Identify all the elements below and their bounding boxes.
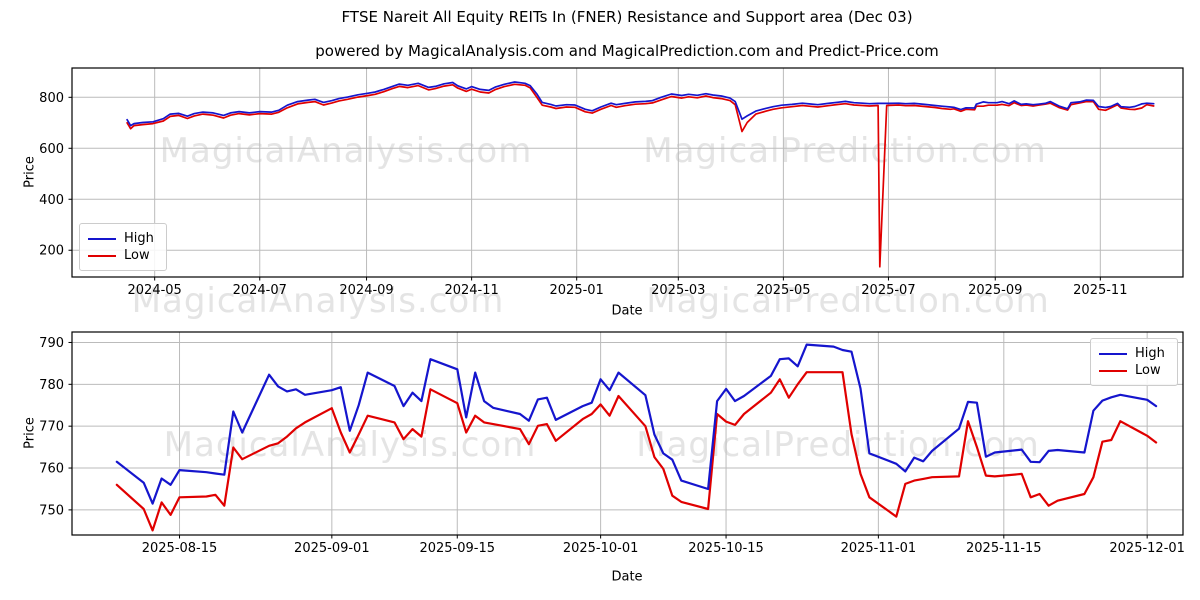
x-tick-label: 2025-09-15 — [419, 541, 495, 556]
high-line — [126, 81, 1155, 127]
x-tick-label: 2025-10-15 — [688, 541, 764, 556]
legend-high-label: High — [124, 231, 154, 246]
legend-entry-low: Low — [1099, 362, 1169, 379]
top-chart-legend: High Low — [79, 223, 167, 271]
chart-title: FTSE Nareit All Equity REITs In (FNER) R… — [341, 8, 913, 26]
x-tick-label: 2025-11 — [1073, 283, 1127, 298]
x-tick-label: 2025-08-15 — [142, 541, 218, 556]
high-line — [115, 343, 1158, 505]
watermark-text: MagicalPrediction.com — [643, 131, 1047, 171]
grid — [72, 332, 1183, 535]
legend-entry-low: Low — [88, 247, 158, 264]
ticks: 2025-08-15 2025-09-01 2025-09-15 2025-10-01… — [39, 336, 1185, 556]
low-line-swatch — [88, 254, 116, 257]
y-tick-label: 600 — [39, 142, 64, 157]
watermark-text: MagicalAnalysis.com — [131, 281, 505, 321]
low-line — [115, 371, 1158, 532]
x-tick-label: 2025-05 — [756, 283, 810, 298]
high-line-swatch — [88, 237, 116, 240]
legend-high-label: High — [1135, 346, 1165, 361]
x-tick-label: 2025-09-01 — [294, 541, 370, 556]
legend-low-label: Low — [1135, 363, 1161, 378]
low-line-swatch — [1099, 369, 1127, 372]
x-tick-label: 2025-09 — [968, 283, 1022, 298]
y-tick-label: 780 — [39, 378, 64, 393]
y-tick-label: 760 — [39, 462, 64, 477]
y-tick-label: 800 — [39, 91, 64, 106]
x-tick-label: 2025-07 — [861, 283, 915, 298]
x-tick-label: 2025-12-01 — [1109, 541, 1185, 556]
x-tick-label: 2025-10-01 — [563, 541, 639, 556]
legend-entry-high: High — [88, 230, 158, 247]
bottom-x-axis-label: Date — [611, 569, 643, 585]
x-tick-label: 2025-11-15 — [966, 541, 1042, 556]
x-tick-label: 2024-11 — [444, 283, 498, 298]
chart-subtitle: powered by MagicalAnalysis.com and Magic… — [315, 42, 939, 60]
recent-detail-chart: 2025-08-15 2025-09-01 2025-09-15 2025-10-01… — [39, 331, 1185, 556]
axes-frame — [71, 67, 1184, 278]
y-tick-label: 770 — [39, 420, 64, 435]
top-y-axis-label: Price — [22, 156, 38, 188]
full-history-chart: 2024-05 2024-07 2024-09 2024-11 2025-01 2025-… — [39, 67, 1184, 298]
top-x-axis-label: Date — [611, 303, 643, 319]
x-tick-label: 2025-03 — [651, 283, 705, 298]
low-line — [126, 83, 1155, 268]
y-tick-label: 200 — [39, 244, 64, 259]
axes-frame — [71, 331, 1184, 536]
x-tick-label: 2024-09 — [339, 283, 393, 298]
x-tick-label: 2025-01 — [550, 283, 604, 298]
ticks: 2024-05 2024-07 2024-09 2024-11 2025-01 2025-… — [39, 91, 1127, 298]
x-tick-label: 2024-05 — [128, 283, 182, 298]
bottom-chart-legend: High Low — [1090, 338, 1178, 386]
y-tick-label: 750 — [39, 503, 64, 518]
bottom-y-axis-label: Price — [22, 417, 38, 449]
y-tick-label: 790 — [39, 336, 64, 351]
high-line-swatch — [1099, 352, 1127, 355]
legend-entry-high: High — [1099, 345, 1169, 362]
watermark-text: MagicalPrediction.com — [646, 281, 1050, 321]
x-tick-label: 2025-11-01 — [841, 541, 917, 556]
watermark-text: MagicalAnalysis.com — [159, 131, 533, 171]
x-tick-label: 2024-07 — [233, 283, 287, 298]
grid — [72, 68, 1183, 277]
y-tick-label: 400 — [39, 193, 64, 208]
legend-low-label: Low — [124, 248, 150, 263]
